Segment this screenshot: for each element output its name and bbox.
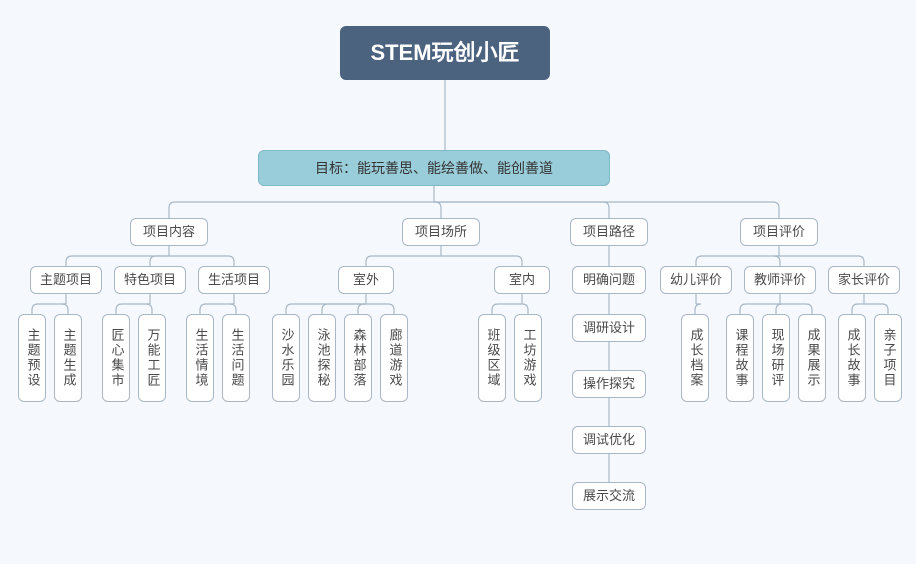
level4-node: 教师评价 (744, 266, 816, 294)
chain-node: 调试优化 (572, 426, 646, 454)
leaf-node: 万能工匠 (138, 314, 166, 402)
level4-node: 明确问题 (572, 266, 646, 294)
level4-node: 幼儿评价 (660, 266, 732, 294)
leaf-node: 生活情境 (186, 314, 214, 402)
leaf-node: 成长故事 (838, 314, 866, 402)
leaf-node: 沙水乐园 (272, 314, 300, 402)
level3-node: 项目场所 (402, 218, 480, 246)
chain-node: 展示交流 (572, 482, 646, 510)
leaf-node: 成果展示 (798, 314, 826, 402)
level3-node: 项目评价 (740, 218, 818, 246)
level4-node: 室外 (338, 266, 394, 294)
leaf-node: 成长档案 (681, 314, 709, 402)
subtitle-node: 目标：能玩善思、能绘善做、能创善道 (258, 150, 610, 186)
leaf-node: 生活问题 (222, 314, 250, 402)
level4-node: 室内 (494, 266, 550, 294)
leaf-node: 工坊游戏 (514, 314, 542, 402)
leaf-node: 现场研评 (762, 314, 790, 402)
root-node: STEM玩创小匠 (340, 26, 550, 80)
leaf-node: 匠心集市 (102, 314, 130, 402)
level4-node: 家长评价 (828, 266, 900, 294)
leaf-node: 主题预设 (18, 314, 46, 402)
leaf-node: 廊道游戏 (380, 314, 408, 402)
leaf-node: 森林部落 (344, 314, 372, 402)
leaf-node: 主题生成 (54, 314, 82, 402)
level3-node: 项目内容 (130, 218, 208, 246)
level4-node: 特色项目 (114, 266, 186, 294)
leaf-node: 课程故事 (726, 314, 754, 402)
leaf-node: 亲子项目 (874, 314, 902, 402)
level4-node: 生活项目 (198, 266, 270, 294)
leaf-node: 班级区域 (478, 314, 506, 402)
level4-node: 主题项目 (30, 266, 102, 294)
chain-node: 操作探究 (572, 370, 646, 398)
chain-node: 调研设计 (572, 314, 646, 342)
level3-node: 项目路径 (570, 218, 648, 246)
leaf-node: 泳池探秘 (308, 314, 336, 402)
